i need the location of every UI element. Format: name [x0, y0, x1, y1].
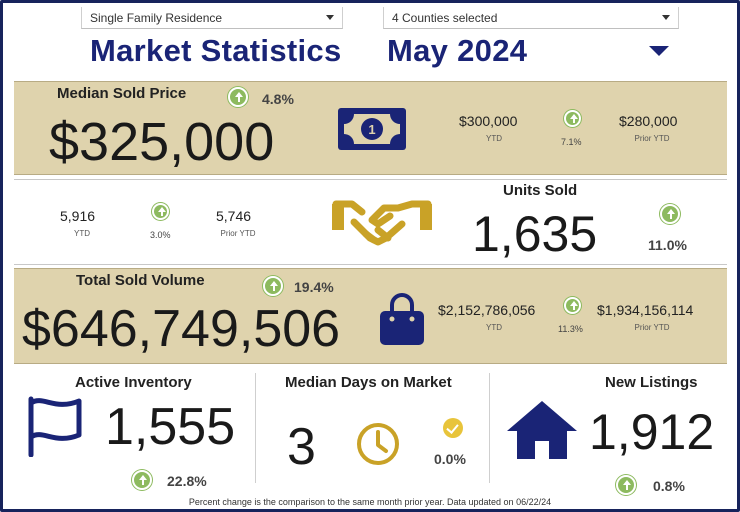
up-arrow-icon — [152, 203, 169, 220]
total-sold-volume-prior-ytd: $1,934,156,114 — [597, 302, 694, 318]
prior-ytd-caption: Prior YTD — [634, 134, 670, 143]
total-sold-volume-ytd: $2,152,786,056 — [438, 302, 536, 318]
column-divider — [489, 373, 490, 483]
check-icon — [443, 418, 463, 438]
up-arrow-icon — [132, 470, 152, 490]
property-type-value: Single Family Residence — [90, 11, 223, 25]
total-sold-volume-value: $646,749,506 — [22, 300, 341, 358]
period-dropdown-caret-icon[interactable] — [649, 46, 669, 56]
handshake-icon — [332, 200, 432, 246]
property-type-dropdown[interactable]: Single Family Residence — [81, 7, 343, 29]
home-icon — [507, 401, 577, 459]
prior-ytd-caption: Prior YTD — [634, 323, 670, 332]
new-listings-value: 1,912 — [589, 404, 715, 460]
svg-text:1: 1 — [368, 122, 375, 137]
new-listings-change: 0.8% — [653, 478, 685, 494]
median-sold-price-ytd-change: 7.1% — [561, 137, 582, 147]
median-sold-price-value: $325,000 — [49, 112, 275, 172]
counties-dropdown[interactable]: 4 Counties selected — [383, 7, 679, 29]
shopping-bag-icon — [380, 293, 424, 345]
units-sold-label: Units Sold — [503, 182, 578, 199]
total-sold-volume-label: Total Sold Volume — [76, 272, 205, 289]
up-arrow-icon — [660, 204, 680, 224]
up-arrow-icon — [263, 276, 283, 296]
median-days-on-market-change: 0.0% — [434, 451, 466, 467]
units-sold-ytd-change: 3.0% — [150, 230, 171, 240]
page-title: Market Statistics — [90, 33, 342, 68]
counties-value: 4 Counties selected — [392, 11, 498, 25]
total-sold-volume-change: 19.4% — [294, 279, 334, 295]
up-arrow-icon — [564, 110, 581, 127]
median-sold-price-panel: Median Sold Price 4.8% $325,000 1 $300,0… — [14, 81, 727, 175]
clock-icon — [357, 423, 399, 465]
active-inventory-value: 1,555 — [105, 398, 236, 456]
ytd-caption: YTD — [74, 229, 90, 238]
money-bill-icon: 1 — [338, 108, 406, 150]
units-sold-ytd: 5,916 — [60, 208, 96, 224]
units-sold-prior-ytd: 5,746 — [216, 208, 252, 224]
period-selector[interactable]: May 2024 — [387, 33, 528, 68]
median-days-on-market-value: 3 — [287, 418, 316, 476]
ytd-caption: YTD — [486, 134, 502, 143]
up-arrow-icon — [616, 475, 636, 495]
median-sold-price-ytd: $300,000 — [459, 113, 518, 129]
units-sold-change: 11.0% — [648, 237, 687, 253]
active-inventory-change: 22.8% — [167, 473, 207, 489]
prior-ytd-caption: Prior YTD — [220, 229, 256, 238]
median-sold-price-prior-ytd: $280,000 — [619, 113, 678, 129]
chevron-down-icon — [326, 15, 334, 20]
units-sold-value: 1,635 — [472, 206, 598, 262]
column-divider — [255, 373, 256, 483]
flag-icon — [28, 396, 82, 457]
ytd-caption: YTD — [486, 323, 502, 332]
new-listings-label: New Listings — [605, 374, 698, 391]
active-inventory-label: Active Inventory — [75, 374, 192, 391]
median-sold-price-label: Median Sold Price — [57, 85, 187, 102]
median-sold-price-change: 4.8% — [262, 91, 294, 107]
total-sold-volume-panel: Total Sold Volume 19.4% $646,749,506 $2,… — [14, 268, 727, 364]
up-arrow-icon — [228, 87, 248, 107]
median-days-on-market-label: Median Days on Market — [285, 374, 452, 391]
chevron-down-icon — [662, 15, 670, 20]
units-sold-panel: 5,916 YTD 3.0% 5,746 Prior YTD Units Sol… — [14, 179, 727, 265]
up-arrow-icon — [564, 297, 581, 314]
footer-note: Percent change is the comparison to the … — [188, 497, 552, 507]
total-sold-volume-ytd-change: 11.3% — [558, 324, 583, 334]
